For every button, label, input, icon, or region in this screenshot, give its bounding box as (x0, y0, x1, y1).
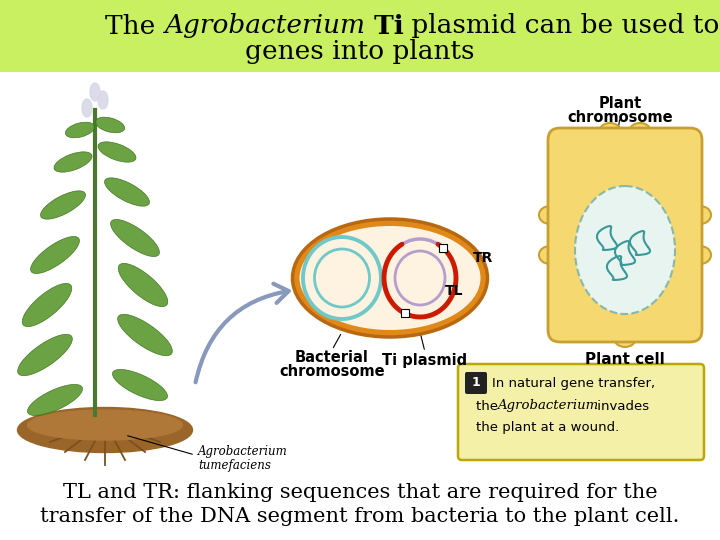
Ellipse shape (539, 246, 561, 264)
Ellipse shape (384, 239, 456, 317)
Text: tumefaciens: tumefaciens (198, 458, 271, 471)
Ellipse shape (66, 122, 94, 138)
Ellipse shape (292, 219, 487, 337)
Ellipse shape (575, 186, 675, 314)
Ellipse shape (27, 384, 83, 416)
Text: genes into plants: genes into plants (246, 39, 474, 64)
Bar (401, 309, 409, 318)
Text: TL: TL (445, 285, 463, 298)
Text: The: The (105, 14, 163, 38)
Text: Ti: Ti (364, 14, 403, 38)
Ellipse shape (18, 334, 72, 376)
Text: Agrobacterium: Agrobacterium (497, 400, 598, 413)
Ellipse shape (27, 410, 182, 440)
Ellipse shape (40, 191, 86, 219)
FancyBboxPatch shape (465, 372, 487, 394)
Ellipse shape (17, 408, 192, 453)
Ellipse shape (104, 178, 150, 206)
Text: Plant cell: Plant cell (585, 353, 665, 368)
Text: In natural gene transfer,: In natural gene transfer, (492, 377, 655, 390)
Text: TR: TR (473, 251, 493, 265)
Ellipse shape (689, 206, 711, 224)
Text: Plant: Plant (598, 96, 642, 111)
FancyBboxPatch shape (548, 128, 702, 342)
Ellipse shape (614, 329, 636, 347)
Ellipse shape (82, 99, 92, 117)
Ellipse shape (118, 264, 168, 307)
Ellipse shape (30, 237, 79, 274)
Polygon shape (0, 0, 720, 72)
Text: chromosome: chromosome (567, 110, 672, 125)
Ellipse shape (111, 219, 159, 256)
Ellipse shape (539, 206, 561, 224)
Text: chromosome: chromosome (279, 364, 384, 380)
Text: plasmid can be used to transfer: plasmid can be used to transfer (403, 14, 720, 38)
FancyBboxPatch shape (458, 364, 704, 460)
Ellipse shape (117, 314, 172, 356)
Text: the: the (476, 400, 503, 413)
Ellipse shape (112, 369, 168, 401)
Text: Agrobacterium: Agrobacterium (163, 14, 364, 38)
Ellipse shape (54, 152, 92, 172)
FancyArrowPatch shape (196, 284, 289, 382)
Text: Bacterial: Bacterial (295, 350, 369, 366)
Ellipse shape (90, 83, 100, 101)
Ellipse shape (315, 249, 369, 307)
Ellipse shape (303, 237, 381, 319)
Text: Ti plasmid: Ti plasmid (382, 353, 467, 368)
Text: 1: 1 (472, 376, 480, 389)
Text: transfer of the DNA segment from bacteria to the plant cell.: transfer of the DNA segment from bacteri… (40, 507, 680, 525)
Bar (439, 244, 447, 252)
Ellipse shape (95, 117, 125, 133)
Text: TL and TR: flanking sequences that are required for the: TL and TR: flanking sequences that are r… (63, 483, 657, 502)
Text: invades: invades (593, 400, 649, 413)
Ellipse shape (599, 123, 621, 141)
Text: the plant at a wound.: the plant at a wound. (476, 422, 619, 435)
Ellipse shape (300, 226, 480, 330)
Ellipse shape (98, 91, 108, 109)
Ellipse shape (98, 142, 136, 162)
Ellipse shape (22, 284, 72, 327)
Ellipse shape (629, 123, 651, 141)
Ellipse shape (689, 246, 711, 264)
Text: Agrobacterium: Agrobacterium (198, 446, 288, 458)
Ellipse shape (395, 251, 445, 305)
